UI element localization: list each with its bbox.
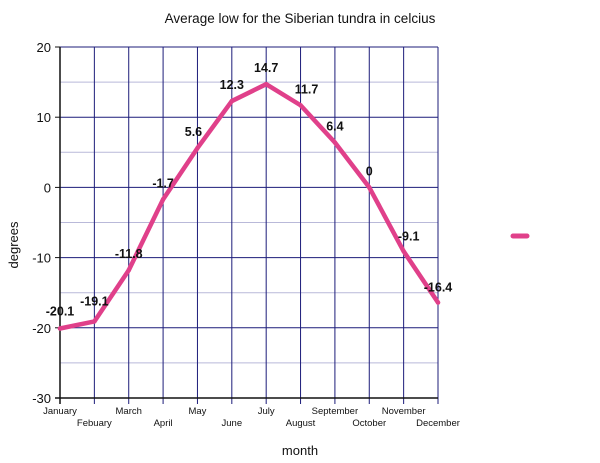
data-label: 5.6	[185, 125, 202, 139]
data-label: 0	[366, 164, 373, 178]
data-point	[263, 82, 269, 87]
data-point	[298, 103, 303, 108]
data-label: 6.4	[326, 119, 343, 133]
x-tick-label: May	[188, 406, 206, 417]
x-tick-label: January	[43, 406, 77, 417]
data-label: -9.1	[398, 229, 420, 243]
x-tick-label: December	[416, 418, 460, 429]
y-axis-ticks: 20 10 0 -10 -20 -30	[32, 40, 60, 406]
data-point	[435, 300, 441, 305]
y-tick-label: 10	[37, 110, 51, 125]
data-label: -11.8	[115, 247, 143, 261]
data-point	[367, 185, 372, 190]
y-tick-label: -20	[32, 321, 51, 336]
data-label: -19.1	[80, 294, 109, 308]
x-tick-label: March	[116, 406, 142, 417]
data-label: -16.4	[424, 281, 453, 295]
x-tick-label: July	[258, 406, 275, 417]
data-point	[229, 98, 235, 104]
x-tick-label: April	[154, 418, 173, 429]
data-point	[92, 319, 97, 324]
x-tick-label: October	[352, 418, 386, 429]
plot-grid	[55, 46, 439, 404]
y-tick-label: 0	[44, 180, 51, 195]
y-tick-label: 20	[37, 40, 51, 55]
data-label: -1.7	[152, 176, 174, 190]
data-point	[160, 197, 166, 202]
y-tick-label: -10	[32, 251, 51, 266]
y-axis-title: degrees	[6, 221, 21, 268]
x-tick-label: August	[286, 418, 316, 429]
data-label: 14.7	[254, 61, 278, 75]
data-point	[401, 249, 406, 254]
data-point	[126, 268, 131, 273]
y-tick-label: -30	[32, 391, 51, 406]
data-point	[195, 145, 200, 151]
data-label: -20.1	[46, 305, 75, 319]
series-layer	[57, 81, 441, 331]
x-axis-title: month	[282, 443, 318, 458]
chart-title: Average low for the Siberian tundra in c…	[165, 11, 436, 26]
x-tick-label: June	[222, 418, 243, 429]
data-label: 12.3	[220, 78, 244, 92]
x-tick-label: November	[382, 406, 426, 417]
data-point	[57, 326, 63, 331]
data-point	[332, 140, 338, 145]
data-label: 11.7	[295, 82, 319, 96]
x-tick-label: September	[312, 406, 358, 417]
x-tick-label: Febuary	[77, 418, 112, 429]
series-line	[57, 81, 441, 331]
data-labels: -20.1 -19.1 -11.8 -1.7 5.6 12.3 14.7 11.7 6.4 0 -9…	[46, 61, 453, 318]
